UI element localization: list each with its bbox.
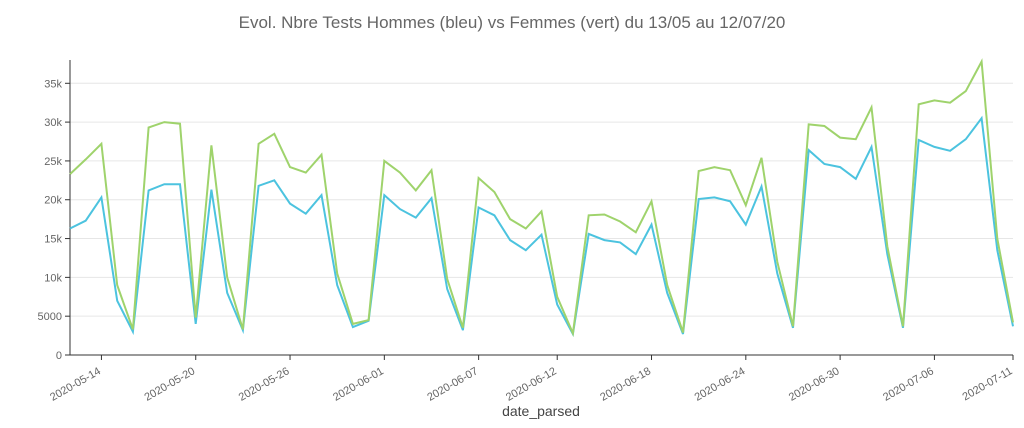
- x-tick-label: 2020-06-24: [693, 365, 748, 404]
- y-tick-label: 20k: [44, 195, 62, 207]
- y-tick-label: 15k: [44, 234, 62, 246]
- y-tick-label: 0: [56, 350, 62, 362]
- x-tick-label: 2020-05-14: [48, 365, 103, 404]
- y-tick-label: 30k: [44, 117, 62, 129]
- x-axis-title: date_parsed: [502, 403, 580, 419]
- x-tick-label: 2020-06-07: [425, 365, 480, 404]
- y-tick-label: 35k: [44, 78, 62, 90]
- chart-title: Evol. Nbre Tests Hommes (bleu) vs Femmes…: [239, 13, 786, 32]
- x-tick-label: 2020-06-12: [504, 365, 559, 404]
- x-tick-label: 2020-05-26: [237, 365, 292, 404]
- x-tick-label: 2020-06-18: [598, 365, 653, 404]
- x-tick-label: 2020-07-11: [960, 365, 1014, 403]
- y-tick-label: 5000: [38, 311, 62, 323]
- x-tick-label: 2020-06-01: [331, 365, 386, 404]
- series-line: [69, 58, 1014, 338]
- y-tick-label: 25k: [44, 156, 62, 168]
- x-tick-label: 2020-05-20: [142, 365, 197, 404]
- x-tick-label: 2020-07-06: [881, 365, 936, 404]
- x-tick-label: 2020-06-30: [787, 365, 842, 404]
- y-tick-label: 10k: [44, 272, 62, 284]
- series-line: [69, 115, 1014, 338]
